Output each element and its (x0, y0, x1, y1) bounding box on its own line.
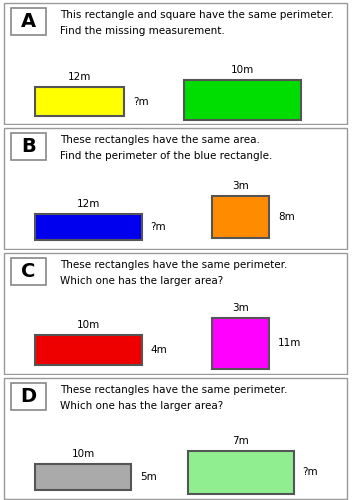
Bar (11, 258, 46, 285)
Text: B: B (21, 136, 36, 156)
Bar (212, 318, 269, 368)
Bar (11, 132, 46, 160)
Text: 3m: 3m (232, 303, 249, 313)
Bar (184, 80, 301, 120)
Bar (35, 336, 142, 365)
Text: 11m: 11m (278, 338, 301, 348)
Bar (11, 8, 46, 35)
Bar (188, 451, 294, 494)
Text: 4m: 4m (150, 345, 167, 355)
Text: Find the perimeter of the blue rectangle.: Find the perimeter of the blue rectangle… (60, 151, 273, 161)
Text: C: C (21, 262, 35, 281)
Text: 5m: 5m (140, 472, 156, 482)
Text: These rectangles have the same area.: These rectangles have the same area. (60, 135, 260, 145)
Text: 10m: 10m (72, 449, 95, 459)
Text: ?m: ?m (133, 96, 148, 106)
Text: 7m: 7m (232, 436, 249, 446)
Bar (11, 382, 46, 410)
Text: 10m: 10m (231, 65, 254, 75)
Bar (212, 196, 269, 238)
Text: A: A (21, 12, 36, 31)
Text: Which one has the larger area?: Which one has the larger area? (60, 276, 223, 286)
Bar (35, 214, 142, 240)
Text: ?m: ?m (150, 222, 166, 232)
Text: This rectangle and square have the same perimeter.: This rectangle and square have the same … (60, 10, 334, 20)
Text: D: D (20, 387, 36, 406)
Text: 12m: 12m (77, 199, 100, 209)
Text: Which one has the larger area?: Which one has the larger area? (60, 401, 223, 411)
Bar (35, 464, 131, 490)
Text: 8m: 8m (278, 212, 295, 222)
Text: These rectangles have the same perimeter.: These rectangles have the same perimeter… (60, 260, 287, 270)
Bar (35, 87, 124, 117)
Text: 10m: 10m (77, 320, 100, 330)
Text: Find the missing measurement.: Find the missing measurement. (60, 26, 225, 36)
Text: 12m: 12m (68, 72, 91, 82)
Text: ?m: ?m (303, 468, 318, 477)
Text: 3m: 3m (232, 180, 249, 190)
Text: These rectangles have the same perimeter.: These rectangles have the same perimeter… (60, 385, 287, 395)
